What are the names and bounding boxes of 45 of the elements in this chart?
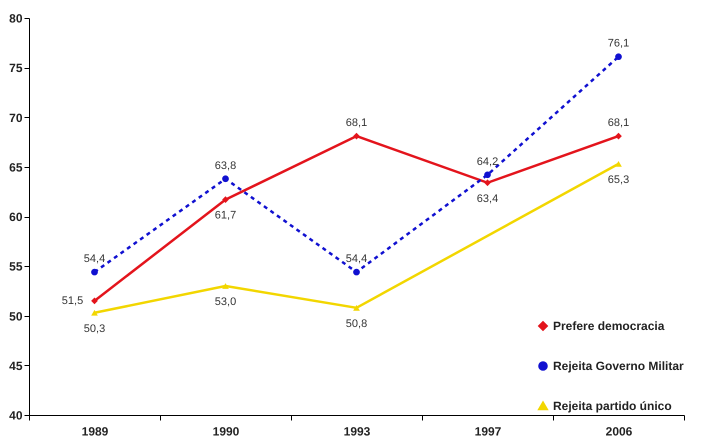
point <box>615 160 622 167</box>
data-label: 51,5 <box>62 294 84 307</box>
data-label: 76,1 <box>608 38 630 50</box>
data-label: 68,1 <box>608 117 630 130</box>
data-label: 65,3 <box>608 174 630 186</box>
x-tick-label: 1989 <box>82 424 109 438</box>
data-label: 50,3 <box>84 322 106 335</box>
data-label: 50,8 <box>346 318 368 330</box>
y-tick-label: 75 <box>9 61 23 76</box>
data-label: 63,4 <box>476 192 498 205</box>
point <box>484 179 491 186</box>
legend-label: Prefere democracia <box>553 319 665 333</box>
y-tick-label: 55 <box>9 260 23 274</box>
point <box>222 196 229 203</box>
data-label: 54,4 <box>84 253 106 266</box>
data-label: 53,0 <box>214 296 236 308</box>
y-tick-label: 70 <box>9 110 23 125</box>
y-tick-label: 65 <box>9 160 23 174</box>
x-tick-label: 1993 <box>344 424 371 438</box>
point <box>353 132 360 140</box>
legend-label: Rejeita partido único <box>553 399 672 413</box>
x-tick-label: 1990 <box>212 424 240 438</box>
point <box>615 132 622 140</box>
point <box>222 175 229 182</box>
point <box>91 310 98 316</box>
data-label: 61,7 <box>214 210 236 222</box>
data-label: 63,8 <box>214 160 236 172</box>
y-tick-label: 60 <box>9 210 23 224</box>
data-label: 54,4 <box>346 253 368 266</box>
point <box>91 298 98 304</box>
y-tick-label: 80 <box>9 12 23 26</box>
y-tick-label: 40 <box>9 408 23 422</box>
data-label: 68,1 <box>346 117 368 130</box>
point <box>353 268 360 276</box>
point <box>484 171 491 178</box>
data-label: 64,2 <box>476 156 498 168</box>
y-tick-label: 50 <box>9 309 23 324</box>
y-tick-label: 45 <box>9 358 23 373</box>
legend-label: Rejeita Governo Militar <box>553 359 684 373</box>
x-tick-label: 1997 <box>474 424 502 438</box>
point <box>222 283 229 289</box>
point <box>353 304 360 311</box>
point <box>615 53 622 60</box>
x-tick-label: 2006 <box>606 424 633 438</box>
point <box>91 268 98 276</box>
